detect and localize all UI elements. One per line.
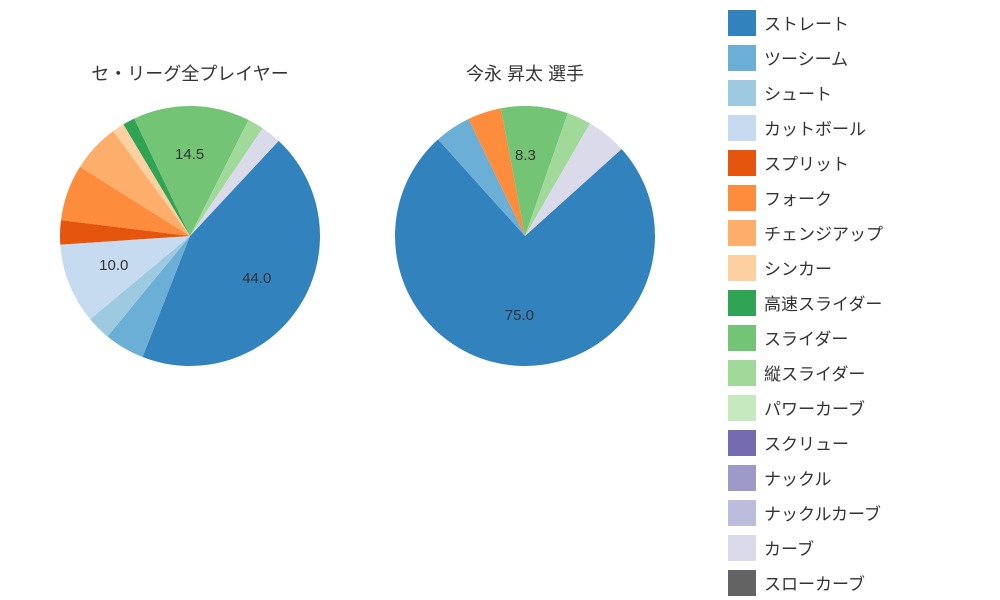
legend-swatch: [728, 255, 756, 281]
legend-item: スライダー: [728, 320, 982, 355]
legend-swatch: [728, 45, 756, 71]
chart-title: セ・リーグ全プレイヤー: [91, 60, 288, 86]
legend-label: ナックル: [764, 465, 832, 490]
legend-item: ストレート: [728, 5, 982, 40]
legend-swatch: [728, 220, 756, 246]
pie-slice-label: 14.5: [175, 146, 204, 163]
legend-label: シュート: [764, 80, 832, 105]
legend-item: スクリュー: [728, 425, 982, 460]
legend-item: フォーク: [728, 180, 982, 215]
legend-label: ツーシーム: [764, 45, 848, 70]
legend-swatch: [728, 150, 756, 176]
legend-swatch: [728, 115, 756, 141]
pie-chart-1: 今永 昇太 選手 75.0 8.3: [395, 60, 655, 371]
legend-label: 高速スライダー: [764, 290, 882, 315]
legend-item: シュート: [728, 75, 982, 110]
legend-label: スプリット: [764, 150, 849, 175]
legend-swatch: [728, 10, 756, 36]
legend-item: ナックル: [728, 460, 982, 495]
pie-wrap: 75.0 8.3: [395, 106, 655, 371]
pie-svg: [395, 106, 655, 366]
legend-item: 縦スライダー: [728, 355, 982, 390]
legend-swatch: [728, 535, 756, 561]
legend-label: ナックルカーブ: [764, 500, 881, 525]
legend-swatch: [728, 290, 756, 316]
legend-swatch: [728, 570, 756, 596]
legend-swatch: [728, 500, 756, 526]
legend-label: スクリュー: [764, 430, 849, 455]
pie-slice-label: 44.0: [242, 270, 271, 287]
legend-label: 縦スライダー: [764, 360, 865, 385]
legend-item: スプリット: [728, 145, 982, 180]
legend-item: パワーカーブ: [728, 390, 982, 425]
legend-swatch: [728, 395, 756, 421]
legend-swatch: [728, 185, 756, 211]
legend-label: シンカー: [764, 255, 832, 280]
chart-title: 今永 昇太 選手: [466, 60, 584, 86]
pie-slice-label: 75.0: [505, 307, 534, 324]
legend-item: ツーシーム: [728, 40, 982, 75]
legend-swatch: [728, 325, 756, 351]
legend-label: スローカーブ: [764, 570, 865, 595]
legend-item: カーブ: [728, 530, 982, 565]
pie-wrap: 44.0 10.0 14.5: [60, 106, 320, 371]
legend-item: カットボール: [728, 110, 982, 145]
pie-slice-label: 8.3: [515, 147, 536, 164]
legend-item: スローカーブ: [728, 565, 982, 600]
pie-chart-0: セ・リーグ全プレイヤー 44.0 10.0 14.5: [60, 60, 320, 371]
legend-label: カットボール: [764, 115, 866, 140]
legend: ストレートツーシームシュートカットボールスプリットフォークチェンジアップシンカー…: [720, 0, 990, 600]
legend-item: シンカー: [728, 250, 982, 285]
legend-item: チェンジアップ: [728, 215, 982, 250]
legend-swatch: [728, 360, 756, 386]
legend-label: チェンジアップ: [764, 220, 883, 245]
legend-swatch: [728, 465, 756, 491]
legend-item: 高速スライダー: [728, 285, 982, 320]
legend-item: ナックルカーブ: [728, 495, 982, 530]
legend-swatch: [728, 80, 756, 106]
legend-label: パワーカーブ: [764, 395, 865, 420]
legend-swatch: [728, 430, 756, 456]
legend-label: フォーク: [764, 185, 832, 210]
legend-label: ストレート: [764, 10, 849, 35]
pie-svg: [60, 106, 320, 366]
legend-label: スライダー: [764, 325, 848, 350]
pie-slice-label: 10.0: [99, 257, 128, 274]
legend-label: カーブ: [764, 535, 814, 560]
